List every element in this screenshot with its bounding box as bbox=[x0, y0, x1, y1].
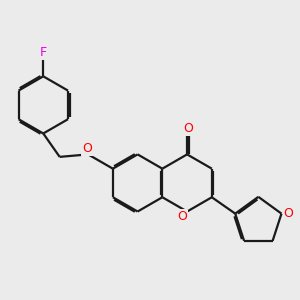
Text: O: O bbox=[184, 122, 194, 135]
Text: O: O bbox=[284, 207, 293, 220]
Text: O: O bbox=[177, 210, 187, 223]
Text: O: O bbox=[82, 142, 92, 154]
Text: F: F bbox=[40, 46, 47, 59]
